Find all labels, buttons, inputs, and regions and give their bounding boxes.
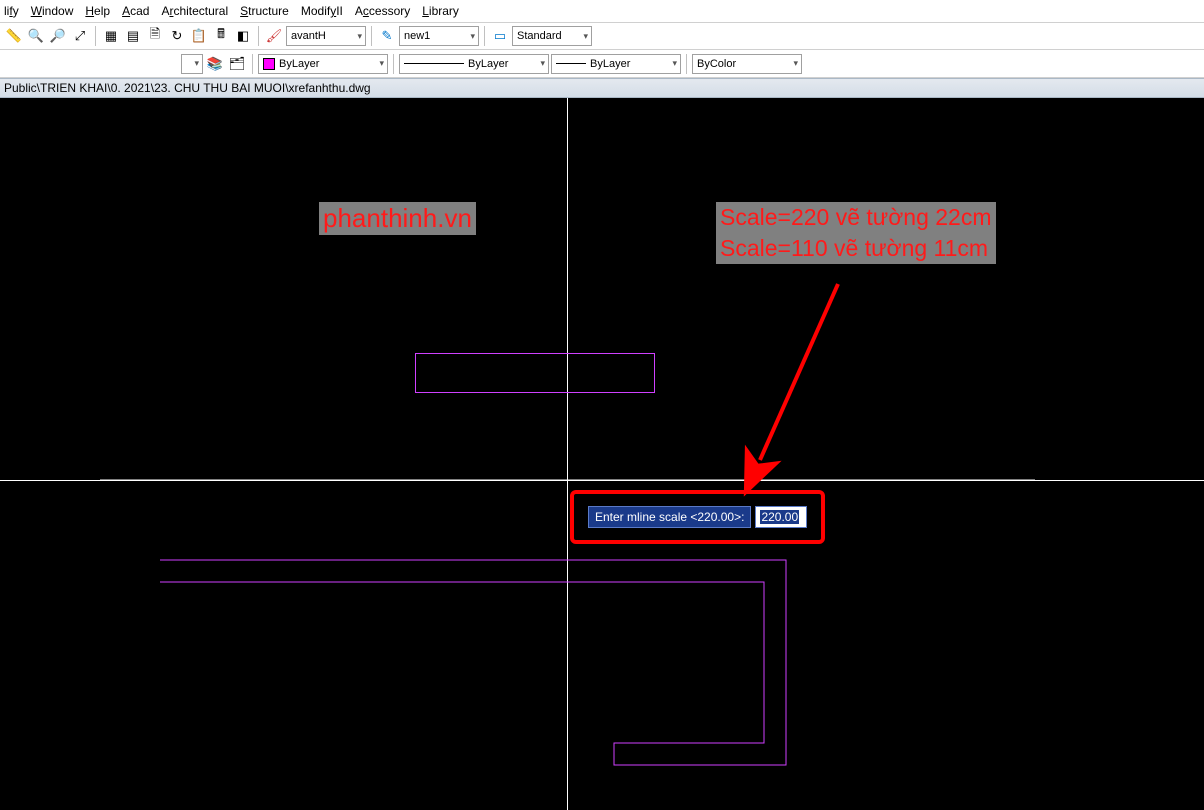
menu-structure[interactable]: Structure	[240, 4, 289, 18]
refresh-icon[interactable]: ↻	[167, 26, 187, 46]
zoom-in-icon[interactable]: 🔍	[26, 26, 46, 46]
linetype-combo[interactable]: ByLayer	[399, 54, 549, 74]
menu-bar: lify Window Help Acad Architectural Structure…	[0, 0, 1204, 22]
annotation-text: Scale=220 vẽ tường 22cm Scale=110 vẽ tườ…	[716, 202, 996, 264]
document-path-bar: Public\TRIEN KHAI\0. 2021\23. CHU THU BA…	[0, 78, 1204, 98]
dimstyle-combo-value: Standard	[517, 30, 562, 42]
plotcolor-combo-value: ByColor	[697, 58, 736, 70]
plotcolor-combo[interactable]: ByColor	[692, 54, 802, 74]
drawn-rectangle-1	[415, 353, 655, 393]
layer-combo-value: ByLayer	[279, 58, 319, 70]
lineweight-combo[interactable]: ByLayer	[551, 54, 681, 74]
crosshair-vertical	[567, 98, 568, 810]
annotation-line1: Scale=220 vẽ tường 22cm	[720, 204, 992, 230]
separator	[393, 54, 394, 74]
layer-states-icon[interactable]: ▦	[101, 26, 121, 46]
document-path: Public\TRIEN KHAI\0. 2021\23. CHU THU BA…	[4, 81, 371, 95]
menu-window[interactable]: Window	[31, 4, 74, 18]
toolbar-1: 📏 🔍 🔎 ⤢ ▦ ▤ 🗎 ↻ 📋 🖩 ◧ 🖌 avantH ✎ new1 ▭ …	[0, 22, 1204, 50]
zoom-window-icon[interactable]: ⤢	[70, 26, 90, 46]
style-combo-value: new1	[404, 30, 430, 42]
separator	[252, 54, 253, 74]
crosshair-horizontal	[0, 480, 1204, 481]
style-combo[interactable]: new1	[399, 26, 479, 46]
menu-modifyii[interactable]: ModifyII	[301, 4, 343, 18]
dim-icon[interactable]: ▭	[490, 26, 510, 46]
annotation-arrow	[0, 98, 1204, 810]
brush-icon[interactable]: 🖌	[264, 26, 284, 46]
grid-icon[interactable]: ▤	[123, 26, 143, 46]
annotation-line2: Scale=110 vẽ tường 11cm	[720, 235, 988, 261]
font-combo[interactable]: avantH	[286, 26, 366, 46]
marker-icon[interactable]: ◧	[233, 26, 253, 46]
layer-manager-icon[interactable]: 📚	[205, 54, 225, 74]
menu-acad[interactable]: Acad	[122, 4, 149, 18]
color-combo[interactable]: ByLayer	[258, 54, 388, 74]
color-swatch-icon	[263, 58, 275, 70]
font-combo-value: avantH	[291, 30, 326, 42]
lineweight-combo-value: ByLayer	[590, 58, 630, 70]
measure-icon[interactable]: 📏	[4, 26, 24, 46]
menu-architectural[interactable]: Architectural	[161, 4, 228, 18]
layer-props-icon[interactable]: 🗂	[227, 54, 247, 74]
dynamic-input-value: 220.00	[760, 510, 799, 524]
separator	[686, 54, 687, 74]
linetype-combo-value: ByLayer	[468, 58, 508, 70]
watermark-text: phanthinh.vn	[319, 202, 476, 235]
dynamic-input-frame: Enter mline scale <220.00>: 220.00	[570, 490, 825, 544]
menu-accessory[interactable]: Accessory	[355, 4, 410, 18]
drawn-geometry	[0, 98, 1204, 810]
separator	[484, 26, 485, 46]
separator	[371, 26, 372, 46]
lineweight-sample-icon	[556, 63, 586, 64]
calculator-icon[interactable]: 🖩	[211, 26, 231, 46]
pen-icon[interactable]: ✎	[377, 26, 397, 46]
linetype-sample-icon	[404, 63, 464, 64]
menu-help[interactable]: Help	[85, 4, 110, 18]
dynamic-input-field[interactable]: 220.00	[755, 506, 807, 528]
menu-lify[interactable]: lify	[4, 4, 19, 18]
dynamic-input-prompt: Enter mline scale <220.00>:	[588, 506, 751, 528]
list-icon[interactable]: 📋	[189, 26, 209, 46]
zoom-extents-icon[interactable]: 🔎	[48, 26, 68, 46]
properties-icon[interactable]: 🗎	[145, 26, 165, 46]
dimstyle-combo[interactable]: Standard	[512, 26, 592, 46]
toolbar-2: 📚 🗂 ByLayer ByLayer ByLayer ByColor	[0, 50, 1204, 78]
layer-filter-combo[interactable]	[181, 54, 203, 74]
separator	[258, 26, 259, 46]
drawing-canvas[interactable]: phanthinh.vn Scale=220 vẽ tường 22cm Sca…	[0, 98, 1204, 810]
separator	[95, 26, 96, 46]
menu-library[interactable]: Library	[422, 4, 459, 18]
